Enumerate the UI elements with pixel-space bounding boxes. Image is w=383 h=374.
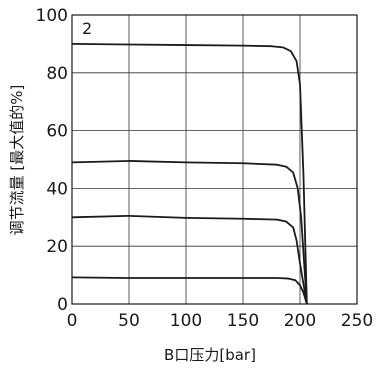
plot-frame xyxy=(71,14,358,305)
y-axis-title: 调节流量 [最大值的%] xyxy=(8,85,26,236)
x-tick-label: 100 xyxy=(170,311,202,331)
x-tick-label: 250 xyxy=(341,311,373,331)
y-tick-label: 100 xyxy=(36,6,68,26)
y-tick-label: 20 xyxy=(46,237,68,257)
y-tick-labels: 0 20 40 60 80 100 xyxy=(36,6,68,315)
y-tick-label: 80 xyxy=(46,64,68,84)
x-tick-label: 200 xyxy=(284,311,316,331)
y-tick-label: 60 xyxy=(46,122,68,142)
x-tick-label: 50 xyxy=(118,311,140,331)
grid xyxy=(71,14,358,305)
panel-label: 2 xyxy=(82,19,92,38)
series-line-1 xyxy=(71,43,308,305)
x-tick-label: 0 xyxy=(67,311,78,331)
series-line-2 xyxy=(71,160,308,305)
y-tick-label: 40 xyxy=(46,179,68,199)
series-lines xyxy=(71,43,308,305)
x-axis-title: B口压力[bar] xyxy=(164,346,256,364)
series-line-4 xyxy=(71,276,308,305)
series-line-3 xyxy=(71,214,308,305)
x-tick-label: 150 xyxy=(227,311,259,331)
y-tick-label: 0 xyxy=(57,295,68,315)
x-tick-labels: 0 50 100 150 200 250 xyxy=(67,311,374,331)
